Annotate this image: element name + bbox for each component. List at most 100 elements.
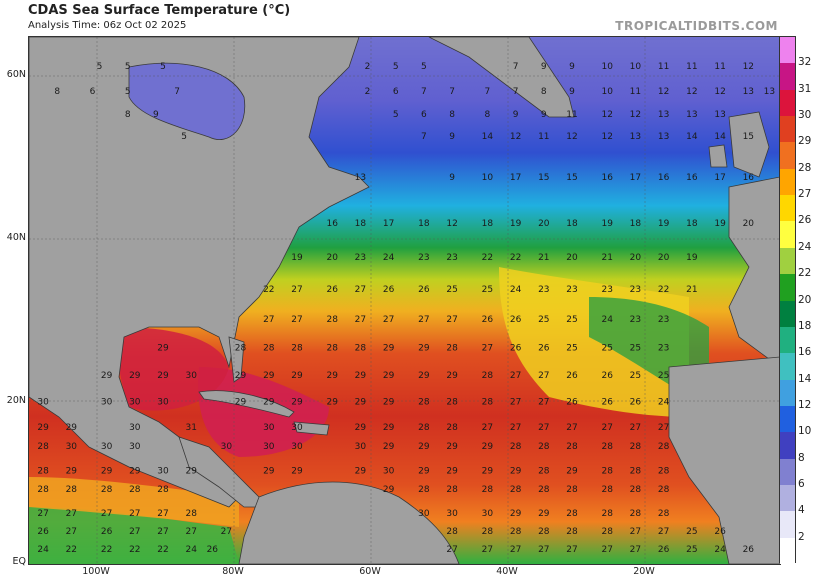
sst-value-label: 28	[446, 397, 458, 407]
sst-value-label: 27	[566, 545, 577, 555]
sst-value-label: 23	[538, 285, 549, 295]
sst-value-label: 13	[630, 132, 641, 142]
sst-value-label: 22	[263, 285, 274, 295]
colorbar-segment	[780, 168, 795, 196]
sst-value-labels: 5 5 58 6 5 78 952 5 5 7 9 9 10 10 11 11 11 122 6 7 7 7 7 8 9 10 11…	[37, 62, 775, 555]
sst-value-label: 26	[326, 285, 338, 295]
colorbar-segment	[780, 247, 795, 275]
sst-value-label: 25	[630, 371, 641, 381]
colorbar-tick-label: 6	[798, 477, 805, 490]
sst-value-label: 27	[446, 545, 457, 555]
sst-value-label: 27	[37, 509, 48, 519]
sst-value-label: 30	[101, 397, 113, 407]
pacific-warm-zone	[29, 477, 239, 527]
sst-value-label: 29	[355, 423, 367, 433]
sst-value-label: 30	[37, 397, 49, 407]
colorbar-tick-label: 2	[798, 530, 805, 543]
sst-value-label: 11	[538, 132, 549, 142]
sst-value-label: 11	[714, 62, 725, 72]
lat-label-40n: 40N	[6, 232, 26, 243]
sst-value-label: 29	[235, 397, 247, 407]
sst-value-label: 28	[538, 442, 550, 452]
sst-value-label: 25	[538, 315, 549, 325]
sst-value-label: 27	[658, 527, 669, 537]
sst-value-label: 28	[566, 485, 578, 495]
sst-value-label: 2	[365, 62, 371, 72]
sst-value-label: 29	[355, 467, 367, 477]
colorbar	[779, 36, 796, 565]
sst-value-label: 5	[421, 62, 427, 72]
sst-value-label: 27	[291, 285, 302, 295]
sst-value-label: 13	[686, 110, 697, 120]
sst-value-label: 11	[658, 62, 669, 72]
lon-label-100w: 100W	[82, 566, 110, 577]
sst-value-label: 12	[601, 110, 612, 120]
sst-value-label: 29	[157, 344, 169, 354]
sst-value-label: 27	[538, 371, 549, 381]
sst-value-label: 28	[418, 397, 430, 407]
sst-value-label: 27	[355, 285, 366, 295]
sst-value-label: 30	[101, 442, 113, 452]
sst-value-label: 12	[601, 132, 612, 142]
graticule	[29, 37, 780, 564]
lat-label-eq: EQ	[12, 556, 26, 567]
sst-value-label: 18	[566, 219, 578, 229]
sst-value-label: 7	[421, 87, 427, 97]
pacific-cool-zone	[29, 507, 239, 564]
sst-value-label: 29	[157, 371, 169, 381]
north-america-land	[29, 37, 370, 508]
sst-value-label: 5	[393, 110, 399, 120]
colorbar-segment	[780, 195, 795, 222]
sst-value-label: 16	[686, 173, 698, 183]
sst-value-label: 17	[383, 219, 394, 229]
sst-value-label: 26	[601, 371, 613, 381]
colorbar-tick-label: 12	[798, 398, 812, 411]
sst-value-label: 7	[449, 87, 455, 97]
sst-value-label: 27	[566, 423, 577, 433]
sst-value-label: 21	[601, 253, 612, 263]
gulf-hot-zone	[117, 327, 229, 411]
sst-value-label: 23	[446, 253, 457, 263]
colorbar-segment	[780, 221, 795, 249]
sst-value-label: 28	[630, 509, 642, 519]
sst-value-label: 26	[37, 527, 49, 537]
sst-value-label: 9	[569, 62, 575, 72]
colorbar-tick-label: 27	[798, 188, 812, 201]
sst-value-label: 27	[630, 527, 641, 537]
sst-value-label: 12	[510, 132, 521, 142]
sst-value-label: 22	[129, 545, 140, 555]
sst-value-label: 27	[129, 509, 140, 519]
sst-value-label: 24	[37, 545, 49, 555]
sst-value-label: 28	[446, 527, 458, 537]
colorbar-segment	[780, 379, 795, 407]
sst-value-label: 9	[541, 110, 547, 120]
sst-value-label: 12	[658, 87, 669, 97]
sst-value-label: 22	[658, 285, 669, 295]
sst-value-label: 28	[482, 485, 494, 495]
sst-value-label: 30	[263, 423, 275, 433]
sst-value-label: 17	[510, 173, 521, 183]
sst-value-label: 29	[383, 423, 395, 433]
sst-value-label: 30	[129, 423, 141, 433]
colorbar-tick-label: 32	[798, 56, 812, 69]
sst-value-label: 20	[326, 253, 338, 263]
colorbar-segment	[780, 537, 795, 565]
sst-value-label: 25	[686, 527, 697, 537]
sst-value-label: 9	[449, 132, 455, 142]
sst-value-label: 28	[446, 344, 458, 354]
sst-value-label: 28	[630, 467, 642, 477]
sst-value-label: 29	[482, 442, 494, 452]
sst-value-label: 28	[446, 485, 458, 495]
sst-value-label: 28	[326, 315, 338, 325]
sst-value-label: 23	[658, 344, 669, 354]
sst-value-label: 22	[66, 545, 77, 555]
sst-value-label: 14	[686, 132, 698, 142]
sst-value-label: 20	[566, 253, 578, 263]
colorbar-segment	[780, 484, 795, 512]
sst-value-label: 26	[566, 397, 578, 407]
sst-value-label: 30	[383, 467, 395, 477]
sst-value-label: 29	[383, 344, 395, 354]
colorbar-segment	[780, 405, 795, 433]
sst-value-label: 26	[418, 285, 430, 295]
sst-value-label: 30	[355, 442, 367, 452]
